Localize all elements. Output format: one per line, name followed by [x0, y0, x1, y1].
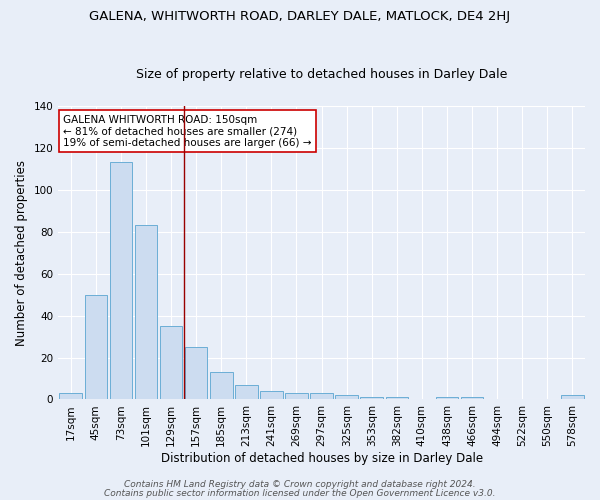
- Bar: [386, 398, 408, 400]
- Bar: [59, 393, 82, 400]
- Bar: [335, 396, 358, 400]
- Bar: [134, 226, 157, 400]
- X-axis label: Distribution of detached houses by size in Darley Dale: Distribution of detached houses by size …: [161, 452, 482, 465]
- Text: GALENA WHITWORTH ROAD: 150sqm
← 81% of detached houses are smaller (274)
19% of : GALENA WHITWORTH ROAD: 150sqm ← 81% of d…: [64, 114, 312, 148]
- Bar: [310, 393, 333, 400]
- Text: Contains HM Land Registry data © Crown copyright and database right 2024.: Contains HM Land Registry data © Crown c…: [124, 480, 476, 489]
- Bar: [210, 372, 233, 400]
- Text: GALENA, WHITWORTH ROAD, DARLEY DALE, MATLOCK, DE4 2HJ: GALENA, WHITWORTH ROAD, DARLEY DALE, MAT…: [89, 10, 511, 23]
- Bar: [110, 162, 132, 400]
- Bar: [85, 294, 107, 400]
- Bar: [260, 391, 283, 400]
- Y-axis label: Number of detached properties: Number of detached properties: [15, 160, 28, 346]
- Title: Size of property relative to detached houses in Darley Dale: Size of property relative to detached ho…: [136, 68, 507, 81]
- Bar: [160, 326, 182, 400]
- Bar: [361, 398, 383, 400]
- Text: Contains public sector information licensed under the Open Government Licence v3: Contains public sector information licen…: [104, 488, 496, 498]
- Bar: [285, 393, 308, 400]
- Bar: [436, 398, 458, 400]
- Bar: [461, 398, 484, 400]
- Bar: [235, 385, 257, 400]
- Bar: [561, 396, 584, 400]
- Bar: [185, 347, 208, 400]
